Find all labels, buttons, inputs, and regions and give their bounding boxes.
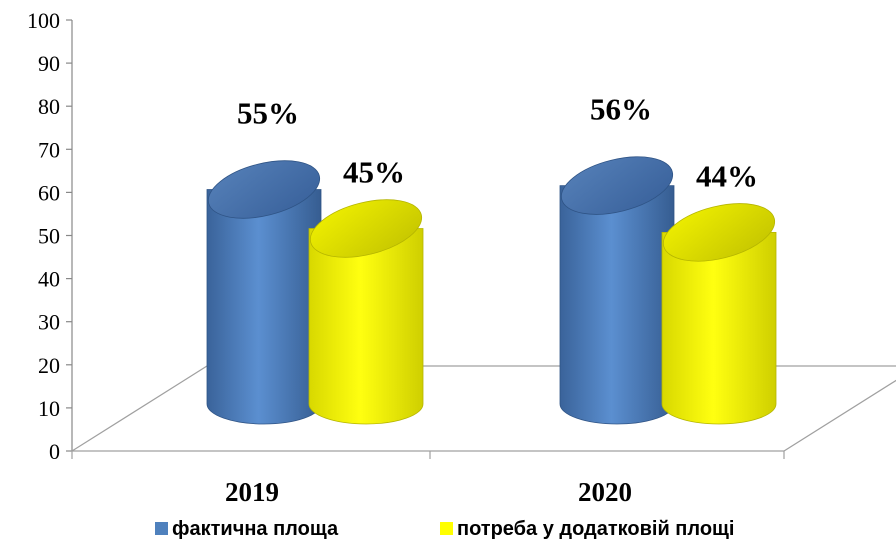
y-tick-label: 100 <box>27 8 60 33</box>
x-category-label: 2020 <box>578 477 632 507</box>
y-tick-label: 0 <box>49 439 60 464</box>
y-tick-label: 50 <box>38 224 60 249</box>
y-tick-label: 10 <box>38 396 60 421</box>
data-label: 55% <box>237 96 299 131</box>
y-tick-label: 70 <box>38 137 60 162</box>
floor-plane <box>69 365 896 452</box>
bar-body <box>206 189 322 425</box>
y-tick-label: 60 <box>38 180 60 205</box>
x-category-label: 2019 <box>225 477 279 507</box>
bar-body <box>559 185 675 425</box>
y-tick-label: 40 <box>38 267 60 292</box>
y-tick-label: 80 <box>38 94 60 119</box>
legend-swatch <box>440 522 453 535</box>
y-tick-label: 30 <box>38 310 60 335</box>
bar-top <box>207 160 321 219</box>
data-label: 44% <box>696 158 758 193</box>
bar-top <box>309 199 423 258</box>
data-label: 45% <box>343 155 405 190</box>
y-tick-label: 90 <box>38 51 60 76</box>
chart-floor <box>69 365 896 459</box>
bar-top <box>560 156 674 215</box>
bar-top <box>662 203 776 262</box>
bar-2019-1 <box>308 199 424 425</box>
bar-2019-0 <box>206 160 322 425</box>
legend-label: фактична площа <box>172 518 339 540</box>
legend-swatch <box>155 522 168 535</box>
bar-2020-1 <box>661 203 777 425</box>
bars <box>206 156 777 425</box>
labels: 55% 45% 2019 56% 44% 2020 <box>225 92 758 507</box>
legend: фактична площа потреба у додатковій площі <box>155 518 734 540</box>
data-label: 56% <box>590 92 652 127</box>
bar-body <box>661 232 777 425</box>
bar-2020-0 <box>559 156 675 425</box>
y-tick-label: 20 <box>38 353 60 378</box>
axes: 0 10 20 30 40 50 60 70 80 90 100 <box>27 8 73 464</box>
legend-label: потреба у додатковій площі <box>457 518 734 540</box>
bar-body <box>308 228 424 425</box>
